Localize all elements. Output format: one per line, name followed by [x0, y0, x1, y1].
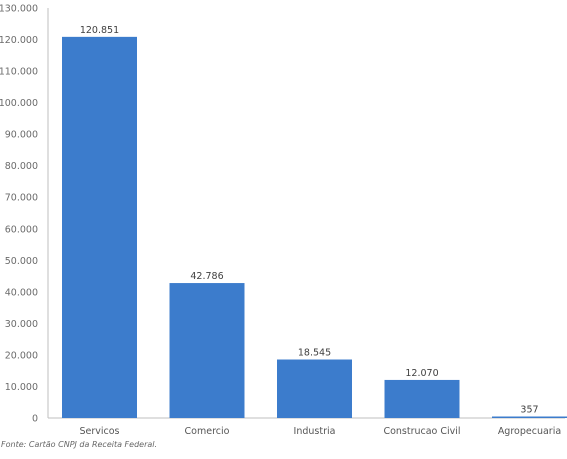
bar	[384, 379, 460, 418]
y-tick-label: 60.000	[5, 224, 38, 235]
x-tick-label: Industria	[294, 426, 336, 437]
x-tick-label: Construcao Civil	[383, 426, 460, 437]
y-tick-label: 100.000	[0, 98, 38, 109]
x-tick-label: Agropecuaria	[498, 426, 561, 437]
data-label: 12.070	[405, 368, 438, 379]
y-tick-label: 20.000	[5, 350, 38, 361]
source-note: Fonte: Cartão CNPJ da Receita Federal.	[1, 440, 158, 449]
y-tick-label: 80.000	[5, 161, 38, 172]
y-tick-label: 50.000	[5, 256, 38, 267]
bar	[277, 359, 352, 418]
y-tick-label: 130.000	[0, 4, 38, 15]
x-tick-label: Servicos	[79, 426, 119, 437]
x-tick-label: Comercio	[185, 426, 230, 437]
data-label: 42.786	[190, 271, 223, 282]
y-tick-label: 110.000	[0, 67, 38, 78]
y-tick-label: 70.000	[5, 193, 38, 204]
bar	[492, 416, 567, 418]
data-label: 357	[520, 405, 538, 416]
bar	[62, 36, 137, 418]
y-tick-label: 40.000	[5, 287, 38, 298]
bar	[169, 283, 245, 418]
data-label: 120.851	[80, 25, 119, 36]
y-tick-label: 120.000	[0, 35, 38, 46]
y-tick-label: 30.000	[5, 319, 38, 330]
y-tick-label: 90.000	[5, 130, 38, 141]
y-tick-label: 10.000	[5, 382, 38, 393]
data-label: 18.545	[298, 348, 331, 359]
y-tick-label: 0	[32, 414, 38, 425]
